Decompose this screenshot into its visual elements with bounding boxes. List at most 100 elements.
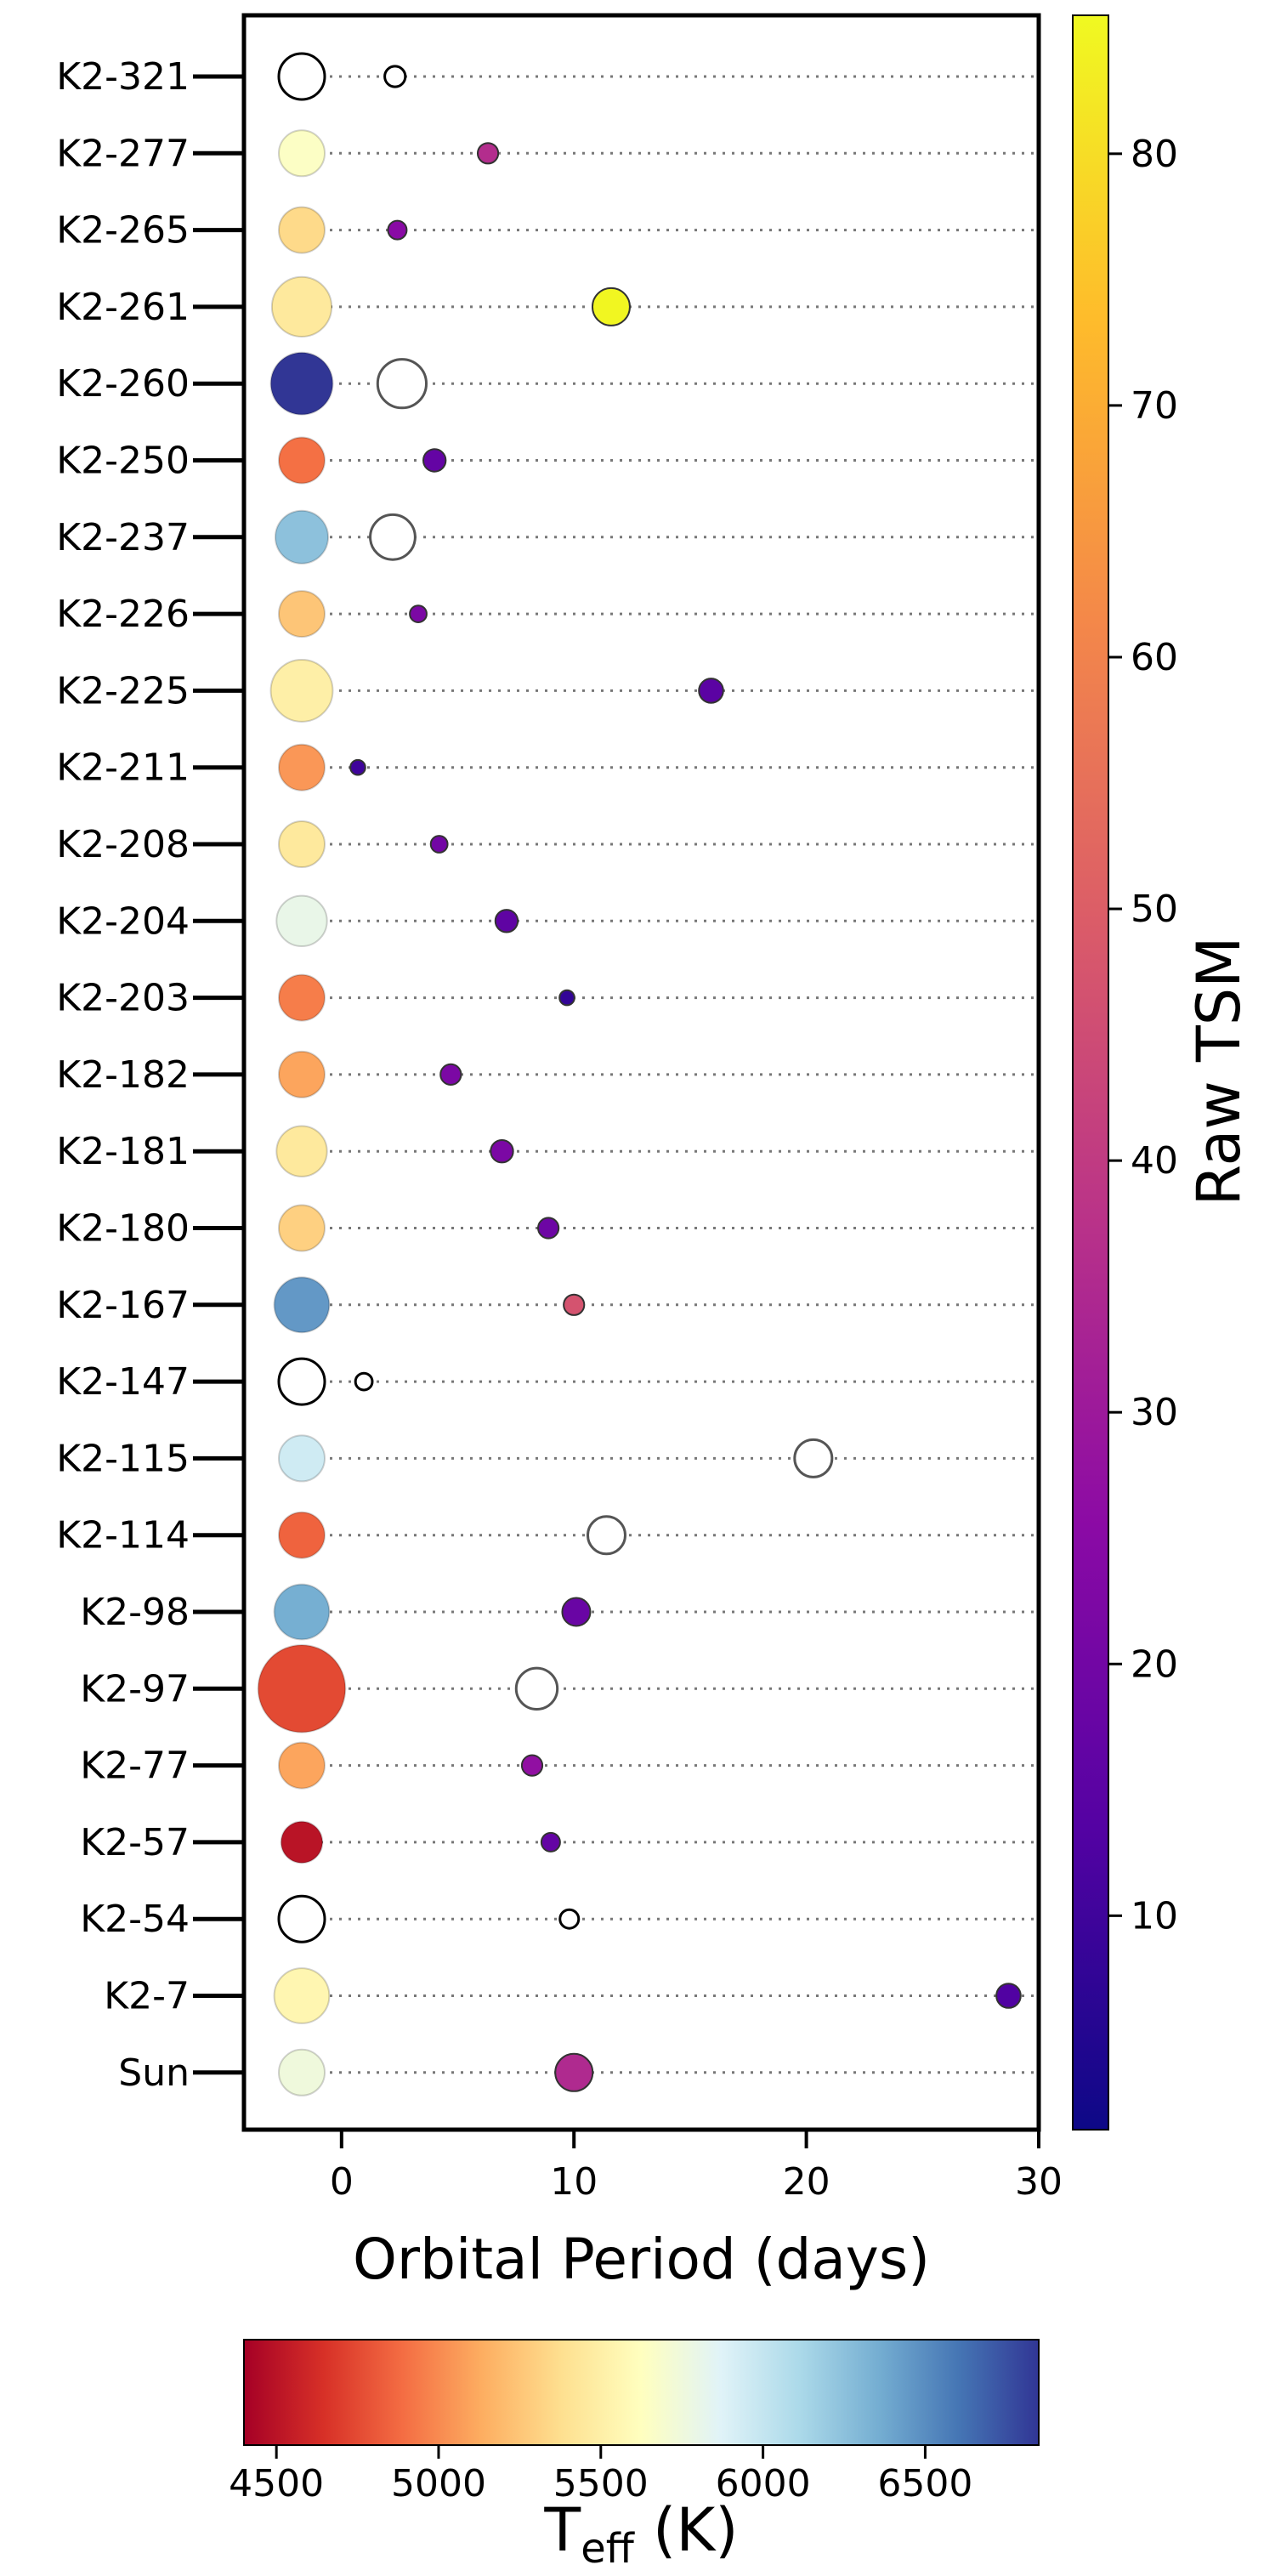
planet-marker [563, 1293, 586, 1316]
y-tick-label: Sun [118, 2051, 190, 2095]
y-tick-label: K2-97 [80, 1667, 190, 1711]
x-tick-label: 20 [783, 2160, 830, 2204]
y-tick-label: K2-54 [80, 1898, 190, 1941]
host-star-marker [257, 1644, 347, 1733]
y-tick-label: K2-7 [104, 1975, 190, 2018]
y-tick-label: K2-167 [56, 1284, 190, 1327]
teff-colorbar-title: Teff (K) [543, 2495, 738, 2573]
host-star-marker [270, 275, 333, 338]
x-tick-label: 10 [550, 2160, 598, 2204]
tsm-tick-label: 10 [1131, 1894, 1178, 1938]
tsm-tick-label: 50 [1131, 888, 1178, 931]
tsm-colorbar-gradient [1072, 14, 1109, 2131]
host-star-marker [280, 1820, 324, 1864]
planet-marker [376, 358, 428, 410]
planet-marker [354, 1371, 374, 1392]
tsm-colorbar: 10 20 30 40 50 60 70 80 [1072, 14, 1178, 2131]
host-star-marker [278, 1050, 326, 1098]
planet-marker [383, 65, 407, 88]
planet-marker [429, 835, 449, 854]
planet-markers [349, 65, 1022, 2092]
host-star-marker [278, 1511, 326, 1559]
tsm-tick-label: 60 [1131, 636, 1178, 679]
tsm-tick-label: 70 [1131, 384, 1178, 428]
y-tick-label: K2-277 [56, 132, 190, 175]
y-tick-label: K2-57 [80, 1821, 190, 1864]
teff-tick-label: 4500 [229, 2462, 324, 2505]
host-star-marker [269, 351, 334, 416]
teff-label-main: T [543, 2495, 581, 2565]
planet-marker [439, 1063, 462, 1087]
planet-marker [369, 513, 417, 561]
y-tick-label: K2-250 [56, 440, 190, 483]
y-tick-label: K2-114 [56, 1514, 190, 1558]
planet-marker [409, 604, 428, 623]
y-tick-label: K2-77 [80, 1745, 190, 1788]
y-tick-label: K2-204 [56, 899, 190, 943]
y-tick-label: K2-211 [56, 746, 190, 790]
planet-marker [698, 678, 724, 704]
planet-marker [520, 1754, 544, 1777]
tsm-tick-label: 40 [1131, 1139, 1178, 1183]
planet-marker [490, 1139, 514, 1164]
host-star-marker [273, 1967, 331, 2024]
host-star-marker [278, 436, 326, 485]
y-tick-label: K2-261 [56, 286, 190, 329]
host-star-marker [278, 1434, 326, 1483]
host-star-marker [278, 973, 326, 1022]
host-star-marker [278, 2048, 326, 2097]
y-tick-label: K2-208 [56, 823, 190, 866]
planet-marker [540, 1831, 561, 1853]
planet-marker [558, 989, 575, 1007]
host-star-marker [278, 743, 326, 792]
planet-marker [422, 448, 447, 473]
y-tick-label: K2-115 [56, 1437, 190, 1480]
tsm-colorbar-title: Raw TSM [1184, 936, 1254, 1206]
host-star-marker [275, 1125, 328, 1177]
y-tick-label: K2-321 [56, 55, 190, 99]
tsm-tick-label: 80 [1131, 133, 1178, 176]
planet-marker [558, 1908, 581, 1930]
y-tick-label: K2-147 [56, 1360, 190, 1404]
planet-marker [494, 909, 519, 933]
x-tick-label: 30 [1015, 2160, 1063, 2204]
x-tick-label: 0 [330, 2160, 354, 2204]
host-star-marker [278, 590, 326, 638]
teff-tick-label: 5000 [391, 2462, 486, 2505]
planet-marker [554, 2052, 594, 2092]
y-tick-label: K2-180 [56, 1207, 190, 1251]
y-tick-label: K2-182 [56, 1053, 190, 1097]
host-star-marker [278, 1741, 326, 1790]
planet-marker [561, 1597, 592, 1627]
host-star-marker [273, 1276, 331, 1334]
host-star-marker [277, 1894, 326, 1943]
host-star-marker [277, 1357, 326, 1406]
host-star-marker [273, 1583, 331, 1641]
tsm-tick-label: 30 [1131, 1391, 1178, 1434]
planet-marker [586, 1515, 626, 1556]
host-star-markers [257, 52, 347, 2097]
planet-marker [537, 1217, 560, 1240]
teff-colorbar-gradient [243, 2339, 1040, 2446]
y-tick-label: K2-98 [80, 1591, 190, 1634]
host-star-marker [269, 658, 334, 723]
planet-marker [514, 1666, 559, 1711]
planet-marker [387, 219, 408, 241]
host-star-marker [277, 52, 326, 101]
planet-marker [995, 1983, 1022, 2009]
y-tick-label: K2-226 [56, 593, 190, 636]
teff-tick-label: 5500 [553, 2462, 649, 2505]
teff-tick-label: 6000 [716, 2462, 811, 2505]
teff-colorbar: 4500 5000 5500 6000 6500 [229, 2339, 1040, 2505]
planet-marker [349, 758, 366, 776]
y-axis: K2-321 K2-277 K2-265 K2-261 K2-260 K2-250 K2-2… [56, 55, 244, 2095]
y-tick-label: K2-181 [56, 1130, 190, 1173]
teff-label-unit: (K) [634, 2495, 739, 2565]
plot-frame [241, 13, 1041, 2132]
teff-tick-label: 6500 [877, 2462, 972, 2505]
x-axis-title: Orbital Period (days) [353, 2227, 930, 2292]
tsm-tick-label: 20 [1131, 1643, 1178, 1686]
y-tick-label: K2-225 [56, 669, 190, 712]
teff-label-sub: eff [581, 2525, 635, 2573]
